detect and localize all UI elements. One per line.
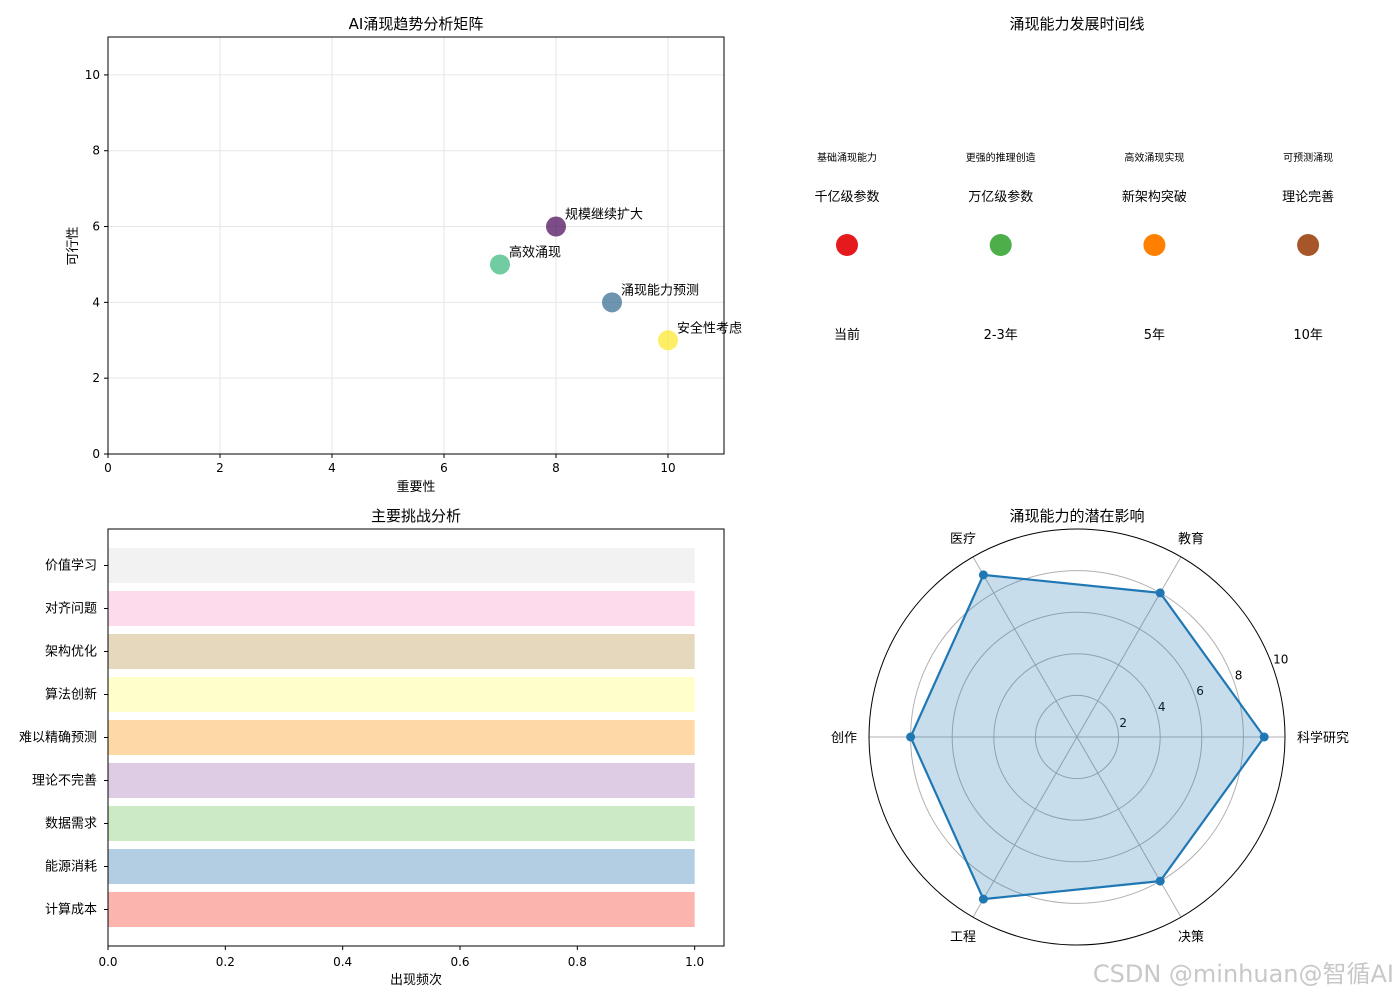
radar-point — [978, 894, 988, 904]
bar-title: 主要挑战分析 — [371, 507, 461, 525]
bar-category-label: 理论不完善 — [32, 773, 97, 789]
radar-series-area — [909, 573, 1266, 901]
scatter-y-tick-label: 6 — [92, 220, 100, 234]
radar-point — [1155, 876, 1165, 886]
scatter-point — [546, 216, 566, 237]
scatter-point-label: 涌现能力预测 — [621, 283, 699, 298]
bar — [108, 720, 695, 755]
timeline-capability: 更强的推理创造 — [966, 151, 1036, 164]
scatter-axes-frame — [107, 36, 725, 455]
scatter-x-tick-label: 0 — [104, 461, 112, 475]
radar-spoke — [972, 736, 1078, 918]
timeline-time: 5年 — [1144, 328, 1165, 343]
timeline-time: 当前 — [834, 327, 860, 343]
radar-category-label: 决策 — [1178, 929, 1204, 945]
bar-x-tick-label: 0.8 — [568, 955, 587, 969]
bar — [108, 806, 695, 841]
scatter-title: AI涌现趋势分析矩阵 — [349, 15, 484, 33]
scatter-point-label: 安全性考虑 — [677, 320, 742, 336]
radar-point — [1259, 732, 1269, 742]
scatter-y-tick-label: 0 — [92, 447, 100, 461]
radar-category-label: 教育 — [1178, 531, 1204, 547]
timeline-marker — [1143, 234, 1166, 256]
radar-point — [906, 732, 916, 742]
timeline-capability: 可预测涌现 — [1283, 151, 1333, 164]
scatter-y-tick-label: 10 — [85, 68, 100, 82]
radar-point — [1155, 588, 1165, 598]
radar-category-label: 医疗 — [950, 532, 976, 547]
bar-xlabel: 出现频次 — [390, 972, 442, 988]
timeline-milestone: 理论完善 — [1282, 189, 1334, 205]
scatter-x-tick-label: 10 — [660, 461, 675, 475]
scatter-x-tick-label: 8 — [552, 461, 560, 475]
scatter-point — [602, 292, 622, 313]
timeline-marker — [1297, 234, 1320, 256]
timeline-milestone: 新架构突破 — [1122, 189, 1187, 205]
scatter-y-tick-label: 8 — [92, 144, 100, 158]
timeline-marker — [836, 234, 858, 256]
radar-spoke — [972, 556, 1078, 738]
radar-outer-circle — [868, 528, 1286, 946]
scatter-point — [658, 330, 678, 351]
timeline-milestone: 万亿级参数 — [968, 189, 1033, 205]
radar-category-label: 工程 — [950, 930, 976, 945]
bar-panel: 计算成本 能源消耗 数据需求 理论不完善 难以精确预测 算法创新 架构优化 对齐问题 价值学习 0… — [19, 507, 725, 988]
bar — [108, 763, 695, 798]
timeline-time: 10年 — [1293, 328, 1323, 343]
radar-r-tick-label: 4 — [1158, 700, 1166, 714]
scatter-point-label: 高效涌现 — [509, 244, 561, 260]
bar-x-tick-label: 0.6 — [450, 955, 469, 969]
scatter-ylabel: 可行性 — [66, 226, 81, 265]
bar-category-label: 计算成本 — [45, 903, 97, 918]
bar-x-tick-label: 1.0 — [685, 955, 704, 969]
bar-category-label: 架构优化 — [45, 645, 97, 660]
radar-r-tick-label: 6 — [1196, 684, 1204, 698]
bar — [108, 591, 695, 626]
radar-r-tick-label: 10 — [1273, 652, 1288, 666]
bar-category-label: 数据需求 — [45, 817, 97, 832]
scatter-x-tick-label: 4 — [328, 461, 336, 475]
bar — [108, 548, 695, 583]
timeline-capability: 基础涌现能力 — [817, 151, 877, 164]
scatter-y-tick-label: 4 — [92, 295, 100, 309]
scatter-x-tick-label: 6 — [440, 461, 448, 475]
timeline-title: 涌现能力发展时间线 — [1009, 15, 1144, 33]
scatter-x-tick-label: 2 — [216, 461, 224, 475]
bar — [108, 849, 695, 884]
radar-spoke — [1076, 736, 1182, 918]
bar — [108, 634, 695, 669]
timeline-capability: 高效涌现实现 — [1124, 151, 1184, 164]
scatter-point — [490, 254, 510, 275]
bar-category-label: 算法创新 — [45, 687, 97, 703]
bar-x-tick-label: 0.2 — [216, 955, 235, 969]
bar-category-label: 能源消耗 — [45, 860, 97, 875]
radar-r-tick-label: 8 — [1235, 668, 1243, 682]
bar-category-label: 难以精确预测 — [19, 731, 97, 746]
timeline-time: 2-3年 — [984, 328, 1018, 343]
bar-x-tick-label: 0.0 — [98, 955, 117, 969]
scatter-xlabel: 重要性 — [396, 479, 435, 495]
scatter-point-label: 规模继续扩大 — [565, 208, 643, 223]
bar — [108, 892, 695, 927]
radar-r-tick-label: 2 — [1119, 716, 1127, 730]
bar-x-tick-label: 0.4 — [333, 955, 352, 969]
radar-category-label: 科学研究 — [1297, 730, 1349, 746]
bar-category-label: 对齐问题 — [45, 601, 97, 617]
scatter-y-tick-label: 2 — [92, 371, 100, 385]
radar-spoke — [1076, 556, 1182, 738]
watermark: CSDN @minhuan@智循AI — [1093, 960, 1394, 988]
radar-category-label: 创作 — [831, 731, 857, 746]
timeline-milestone: 千亿级参数 — [814, 189, 879, 205]
radar-title: 涌现能力的潜在影响 — [1009, 507, 1144, 525]
radar-point — [978, 570, 988, 580]
timeline-marker — [989, 234, 1012, 256]
bar — [108, 677, 695, 712]
bar-category-label: 价值学习 — [45, 558, 97, 574]
